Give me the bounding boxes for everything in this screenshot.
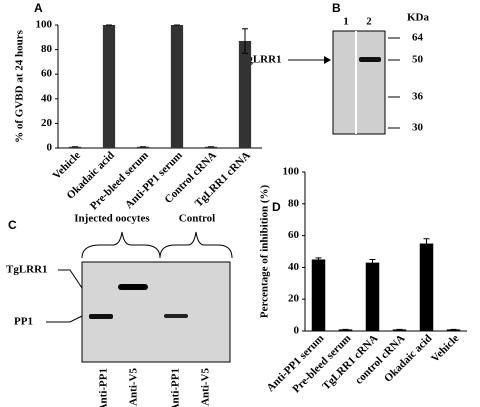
- band-label: PP1: [14, 316, 33, 328]
- error-bar: [369, 258, 376, 267]
- bar: [68, 146, 82, 148]
- y-tick-label: 20: [41, 117, 53, 129]
- panel-label: C: [8, 218, 17, 232]
- bar: [365, 262, 380, 331]
- x-tick-label: Pre-bleed serum: [88, 149, 151, 212]
- error-bar: [423, 238, 430, 249]
- marker-label: 50: [412, 54, 424, 66]
- y-axis-label: % of GVBD at 24 hours: [14, 29, 26, 142]
- y-tick-label: 40: [41, 92, 53, 104]
- panel-label: D: [272, 200, 281, 214]
- band-label: TgLRR1: [6, 264, 48, 276]
- bar: [419, 243, 434, 331]
- brace: [159, 231, 233, 259]
- y-tick-label: 0: [47, 142, 53, 154]
- lane-label: Anti-V5: [128, 368, 140, 406]
- y-axis-label: Percentage of inhibition (%): [259, 185, 271, 319]
- bar: [204, 146, 218, 148]
- group-label: Control: [179, 213, 215, 225]
- blot: [81, 261, 231, 363]
- marker-label: 30: [412, 122, 424, 134]
- panel-label: A: [34, 1, 43, 15]
- marker-label: 36: [412, 91, 424, 103]
- lane-label: 1: [343, 16, 349, 28]
- group-label: Injected oocytes: [74, 213, 150, 225]
- brace: [81, 231, 161, 259]
- y-tick-label: 20: [288, 293, 300, 305]
- blot: [332, 30, 386, 135]
- panel-label: B: [332, 1, 341, 15]
- arrow-head: [324, 56, 331, 64]
- band: [359, 57, 381, 62]
- unit-label: KDa: [407, 12, 430, 24]
- leader: [58, 269, 83, 289]
- y-tick-label: 60: [288, 229, 300, 241]
- error-bar: [242, 28, 248, 54]
- error-bar: [315, 257, 322, 262]
- x-tick-label: Vehicle: [51, 149, 83, 181]
- bar: [446, 329, 461, 331]
- y-tick-label: 60: [41, 68, 53, 80]
- y-tick-label: 100: [36, 19, 53, 31]
- bar: [338, 329, 353, 331]
- lane-label: Anti-PP1: [98, 368, 110, 407]
- bar: [102, 25, 116, 148]
- y-tick-label: 80: [41, 43, 53, 55]
- y-tick-label: 80: [288, 197, 300, 209]
- lane-label: Anti-V5: [200, 368, 212, 406]
- x-tick-label: Vehicle: [429, 332, 461, 364]
- marker-label: 64: [412, 32, 424, 44]
- bar: [136, 146, 150, 148]
- bar: [238, 40, 252, 148]
- marker-ticks: [388, 37, 400, 129]
- y-tick-label: 0: [294, 325, 300, 337]
- bar: [311, 259, 326, 331]
- band: [164, 314, 188, 318]
- band: [118, 284, 148, 290]
- leader: [46, 315, 83, 323]
- lane-label: 2: [366, 16, 372, 28]
- y-tick-label: 40: [288, 261, 300, 273]
- bar: [392, 329, 407, 331]
- bar: [170, 25, 184, 148]
- y-tick-label: 100: [283, 166, 300, 178]
- band: [89, 314, 113, 319]
- lane-label: Anti-PP1: [170, 368, 182, 407]
